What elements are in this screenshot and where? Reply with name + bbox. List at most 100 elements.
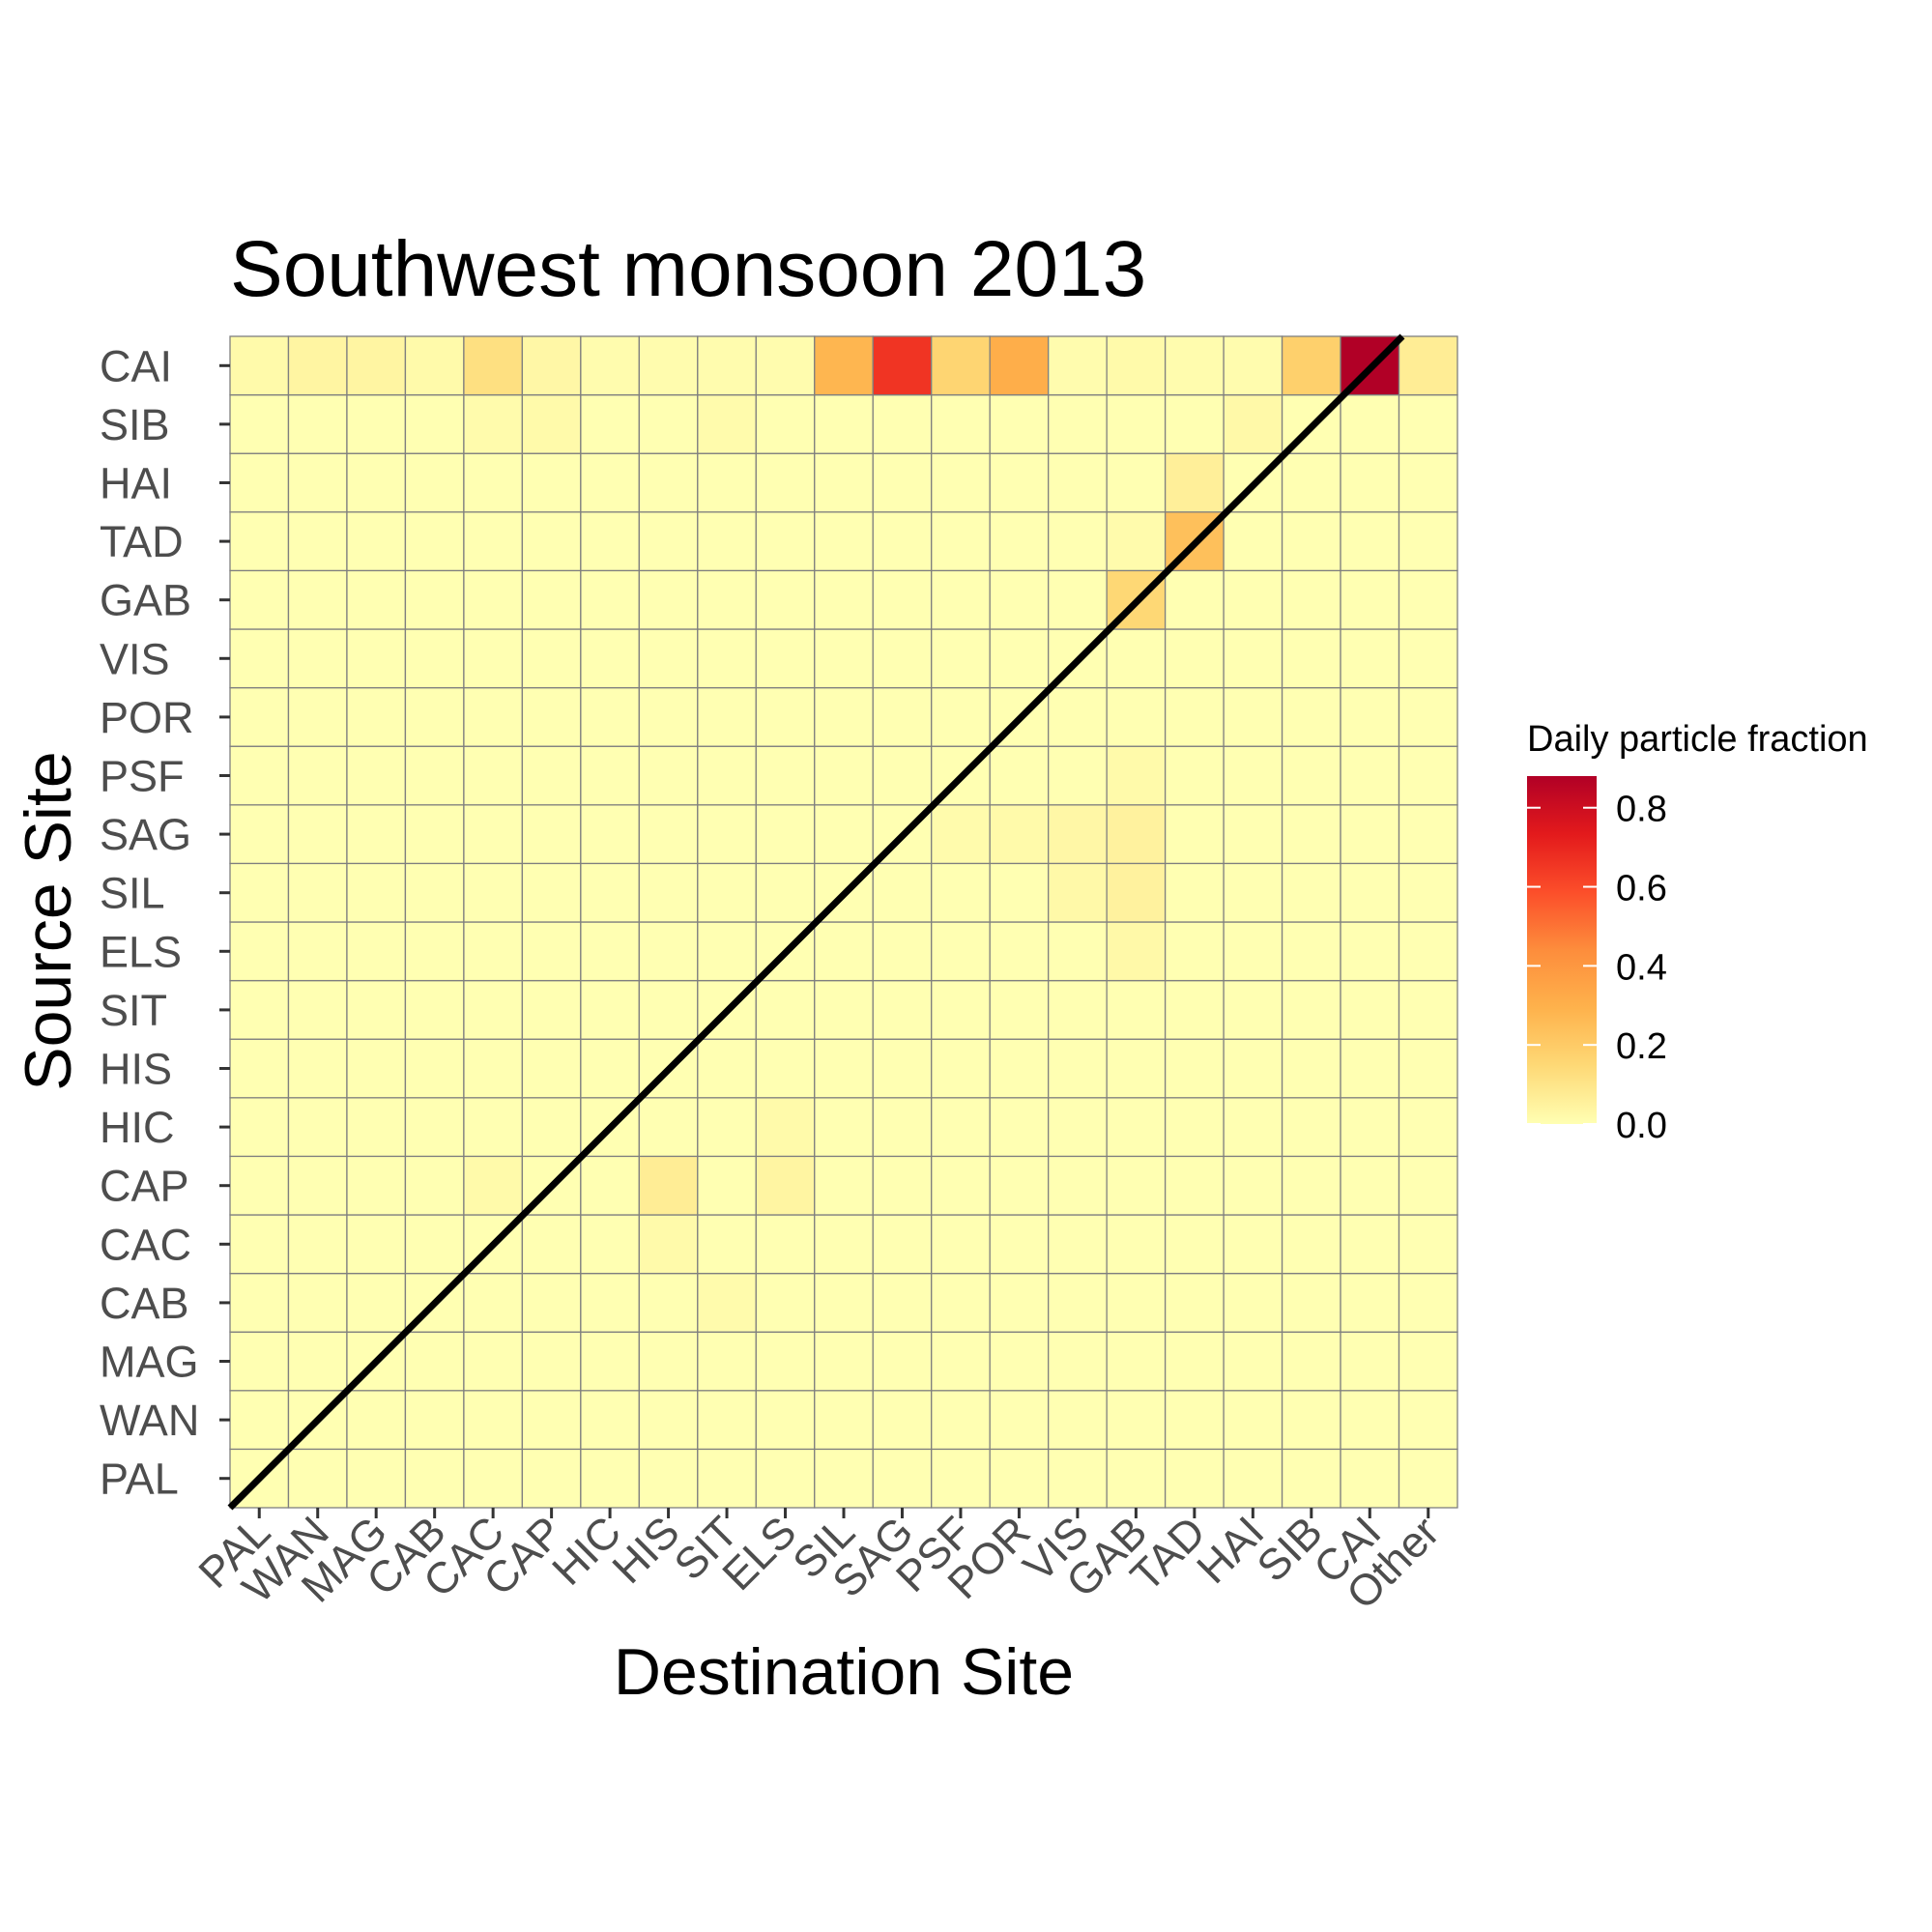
- heatmap-cell: [521, 393, 582, 454]
- heatmap-cell: [1398, 1331, 1458, 1392]
- heatmap-cell: [638, 569, 699, 630]
- heatmap-cell: [521, 1448, 582, 1509]
- heatmap-cell: [229, 1038, 290, 1099]
- heatmap-cell: [1398, 452, 1458, 513]
- heatmap-cell: [287, 335, 348, 396]
- heatmap-cell: [1223, 335, 1283, 396]
- heatmap-cell: [814, 1097, 874, 1158]
- heatmap-cell: [463, 804, 524, 865]
- heatmap-cell: [463, 1331, 524, 1392]
- heatmap-cell: [931, 1155, 991, 1216]
- heatmap-cell: [638, 979, 699, 1040]
- heatmap-cell: [1106, 1390, 1167, 1451]
- heatmap-cell: [1164, 1214, 1225, 1275]
- heatmap-cell: [1223, 862, 1283, 923]
- heatmap-cell: [872, 335, 933, 396]
- heatmap-cell: [1048, 511, 1108, 572]
- heatmap-cell: [404, 1038, 465, 1099]
- heatmap-cell: [638, 1331, 699, 1392]
- heatmap-cell: [1340, 804, 1400, 865]
- heatmap-cell: [1340, 979, 1400, 1040]
- heatmap-cell: [463, 1097, 524, 1158]
- legend-tick-label: 0.4: [1616, 947, 1667, 988]
- heatmap-cell: [755, 1331, 816, 1392]
- heatmap-cell: [1398, 921, 1458, 982]
- heatmap-cell: [1223, 1331, 1283, 1392]
- heatmap-cell: [931, 628, 991, 689]
- heatmap-cell: [404, 569, 465, 630]
- heatmap-cell: [580, 1038, 640, 1099]
- heatmap-cell: [1048, 1214, 1108, 1275]
- heatmap-cell: [989, 1390, 1050, 1451]
- legend-tick-label: 0.0: [1616, 1106, 1667, 1146]
- x-axis-title: Destination Site: [614, 1635, 1074, 1709]
- y-tick-label: CAP: [100, 1162, 189, 1211]
- heatmap-cell: [931, 393, 991, 454]
- heatmap-cell: [229, 335, 290, 396]
- heatmap-cell: [346, 979, 407, 1040]
- heatmap-cell: [697, 511, 757, 572]
- heatmap-cell: [697, 1214, 757, 1275]
- heatmap-cell: [229, 1155, 290, 1216]
- heatmap-cell: [404, 1097, 465, 1158]
- heatmap-cell: [1223, 628, 1283, 689]
- y-tick-label: GAB: [100, 576, 191, 625]
- heatmap-cell: [989, 452, 1050, 513]
- heatmap-cell: [697, 1272, 757, 1333]
- heatmap-cell: [1048, 1448, 1108, 1509]
- heatmap-cell: [1106, 1331, 1167, 1392]
- heatmap-cell: [404, 1155, 465, 1216]
- heatmap-cell: [521, 1097, 582, 1158]
- heatmap-cell: [872, 1331, 933, 1392]
- diagonal-line: [227, 333, 1405, 1511]
- heatmap-cell: [580, 921, 640, 982]
- heatmap-cell: [1223, 979, 1283, 1040]
- y-tick-label: SIL: [100, 869, 165, 918]
- heatmap-cell: [1398, 1448, 1458, 1509]
- y-tick-label: HIC: [100, 1103, 175, 1152]
- heatmap-cell: [814, 921, 874, 982]
- heatmap-cell: [287, 921, 348, 982]
- heatmap-cell: [931, 921, 991, 982]
- heatmap-cell: [1340, 1155, 1400, 1216]
- heatmap-cell: [463, 452, 524, 513]
- heatmap-cell: [1398, 804, 1458, 865]
- heatmap-cell: [989, 335, 1050, 396]
- heatmap-cell: [755, 1272, 816, 1333]
- heatmap-cell: [1106, 628, 1167, 689]
- heatmap-cell: [287, 804, 348, 865]
- heatmap-cell: [1223, 804, 1283, 865]
- heatmap-cell: [463, 686, 524, 747]
- heatmap-cell: [1223, 1155, 1283, 1216]
- heatmap-cell: [404, 335, 465, 396]
- heatmap-cell: [1106, 1155, 1167, 1216]
- heatmap-cell: [1398, 1272, 1458, 1333]
- y-tick-label: POR: [100, 693, 194, 742]
- heatmap-cell: [1164, 979, 1225, 1040]
- heatmap-cell: [872, 1038, 933, 1099]
- heatmap-cell: [1340, 921, 1400, 982]
- heatmap-cell: [346, 511, 407, 572]
- heatmap-cell: [580, 569, 640, 630]
- heatmap-cell: [1281, 1390, 1341, 1451]
- x-axis: PALWANMAGCABCACCAPHICHISSITELSSILSAGPSFP…: [188, 1507, 1448, 1619]
- heatmap-cell: [287, 511, 348, 572]
- heatmap-cell: [287, 393, 348, 454]
- heatmap-cell: [814, 1448, 874, 1509]
- heatmap-cell: [1398, 1214, 1458, 1275]
- heatmap-cell: [1281, 979, 1341, 1040]
- heatmap-cell: [931, 1097, 991, 1158]
- heatmap-cell: [1281, 628, 1341, 689]
- heatmap-cell: [814, 1038, 874, 1099]
- heatmap-cell: [287, 1097, 348, 1158]
- heatmap-cell: [755, 569, 816, 630]
- heatmap-cell: [989, 1272, 1050, 1333]
- y-tick-label: CAI: [100, 341, 172, 390]
- heatmap-cell: [1281, 921, 1341, 982]
- heatmap-cell: [1048, 1331, 1108, 1392]
- heatmap-cell: [1164, 921, 1225, 982]
- heatmap-cell: [580, 745, 640, 806]
- heatmap-cell: [755, 686, 816, 747]
- heatmap-cell: [287, 745, 348, 806]
- heatmap-cell: [463, 862, 524, 923]
